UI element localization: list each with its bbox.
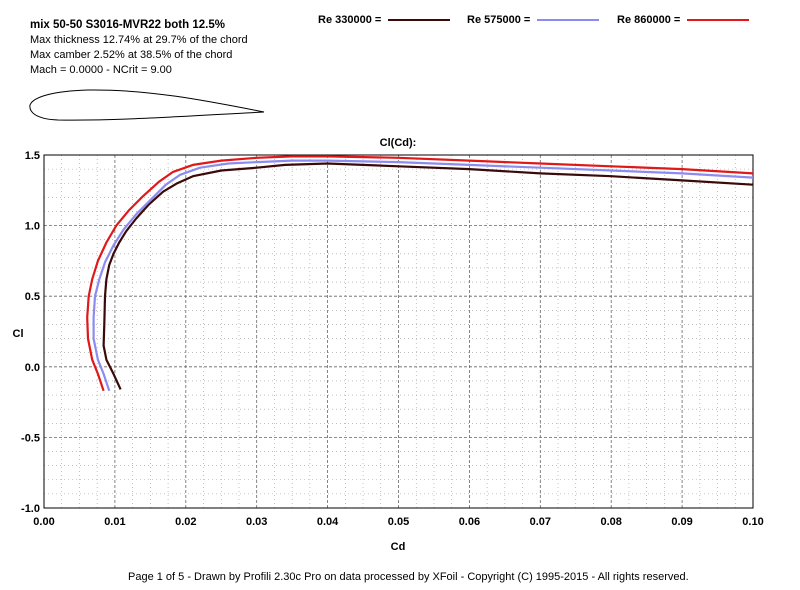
y-tick-label: 0.0 <box>25 362 40 374</box>
x-tick-label: 0.00 <box>33 516 54 528</box>
mach-ncrit-text: Mach = 0.0000 - NCrit = 9.00 <box>30 64 172 76</box>
plot-frame <box>43 154 754 509</box>
x-tick-label: 0.09 <box>671 516 692 528</box>
y-tick-label: -1.0 <box>21 503 40 515</box>
legend-re330000: Re 330000 = <box>318 14 451 26</box>
header-block: mix 50-50 S3016-MVR22 both 12.5% Max thi… <box>30 18 248 78</box>
max-camber-text: Max camber 2.52% at 38.5% of the chord <box>30 49 233 61</box>
y-tick-label: -0.5 <box>21 432 40 444</box>
legend-swatch-re575000 <box>537 19 600 22</box>
chart-title: Cl(Cd): <box>380 137 417 149</box>
footer-text: Page 1 of 5 - Drawn by Profili 2.30c Pro… <box>128 571 689 583</box>
y-tick-label: 1.0 <box>25 221 40 233</box>
x-tick-label: 0.06 <box>459 516 480 528</box>
series-line-re330000 <box>102 162 754 390</box>
x-tick-label: 0.03 <box>246 516 267 528</box>
x-tick-label: 0.07 <box>530 516 551 528</box>
legend-label-re860000: Re 860000 = <box>617 14 681 26</box>
legend-swatch-re330000 <box>388 19 451 22</box>
x-tick-label: 0.02 <box>175 516 196 528</box>
legend-re860000: Re 860000 = <box>617 14 750 26</box>
legend-label-re575000: Re 575000 = <box>467 14 531 26</box>
x-tick-label: 0.05 <box>388 516 409 528</box>
airfoil-title: mix 50-50 S3016-MVR22 both 12.5% <box>30 19 225 31</box>
y-tick-label: 1.5 <box>25 150 40 162</box>
x-tick-label: 0.01 <box>104 516 125 528</box>
series-line-re575000 <box>92 159 754 392</box>
x-tick-label: 0.10 <box>742 516 763 528</box>
x-tick-label: 0.04 <box>317 516 339 528</box>
legend-swatch-re860000 <box>687 19 750 22</box>
y-axis-label: Cl <box>13 328 24 340</box>
x-axis-label: Cd <box>391 541 406 553</box>
y-tick-label: 0.5 <box>25 291 40 303</box>
x-tick-label: 0.08 <box>600 516 621 528</box>
airfoil-shape <box>29 89 265 121</box>
legend-re575000: Re 575000 = <box>467 14 600 26</box>
series-line-re860000 <box>86 155 754 392</box>
max-thickness-text: Max thickness 12.74% at 29.7% of the cho… <box>30 34 248 46</box>
legend-label-re330000: Re 330000 = <box>318 14 382 26</box>
